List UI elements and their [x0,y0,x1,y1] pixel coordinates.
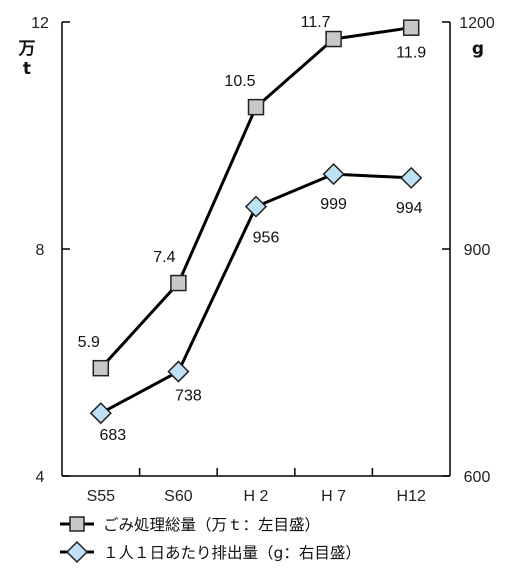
right-tick-label: 1200 [459,15,495,32]
data-label: 738 [175,388,202,405]
x-tick-label: S60 [164,488,193,505]
data-label: 999 [320,196,347,213]
left-tick-label: 12 [31,15,49,32]
right-axis-unit: g [472,39,484,59]
x-tick-label: H12 [397,488,426,505]
square-marker [170,274,187,292]
data-label: 5.9 [78,334,100,351]
x-tick-label: H 2 [244,488,269,505]
diamond-marker [244,195,268,218]
square-marker [325,30,342,48]
square-marker [247,98,265,116]
data-label: 11.9 [396,45,426,62]
left-tick-label: 4 [36,469,45,486]
square-marker [92,359,110,377]
right-tick-label: 600 [464,469,491,486]
data-label: 994 [396,200,423,217]
diamond-marker [89,402,112,425]
data-label: 10.5 [224,73,255,90]
left-tick-label: 8 [36,242,45,259]
data-label: 11.7 [301,14,331,31]
legend-diamond-marker [65,540,89,564]
diamond-marker [400,166,423,189]
diamond-marker [167,360,190,383]
legend-label-2: １人１日あたり排出量（g：右目盛） [103,544,361,562]
x-tick-label: S55 [87,488,116,505]
diamond-marker [322,163,345,186]
data-label: 7.4 [153,249,175,266]
x-tick-label: H 7 [321,488,346,505]
legend-square-marker [69,516,85,532]
right-tick-label: 900 [464,242,491,259]
square-marker [402,19,420,36]
left-axis-unit-1: 万 [18,39,36,59]
data-label: 956 [253,230,280,247]
legend: ごみ処理総量（万ｔ：左目盛） １人１日あたり排出量（g：右目盛） [60,516,361,564]
left-axis-unit-2: t [23,59,31,79]
data-label: 683 [99,427,126,444]
legend-label-1: ごみ処理総量（万ｔ：左目盛） [103,516,320,534]
